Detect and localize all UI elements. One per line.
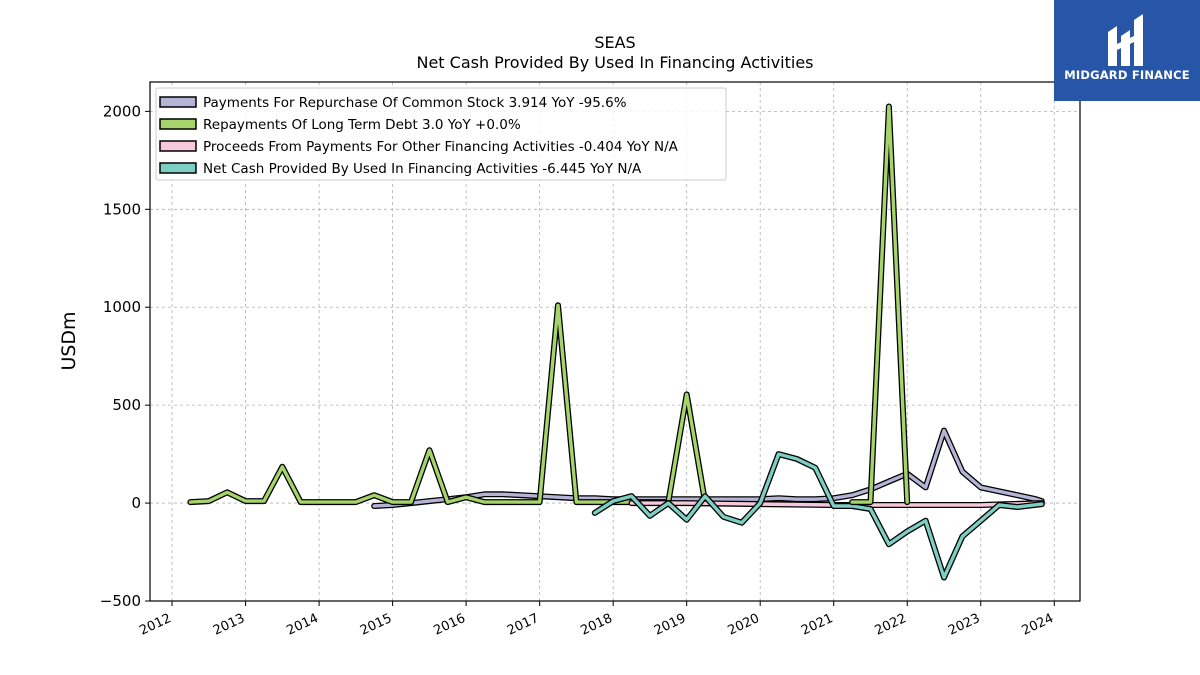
x-tick-label: 2016 <box>431 611 467 639</box>
x-axis: 2012 2013 2014 2015 2016 2017 2018 2019 2020 2021… <box>137 601 1056 639</box>
brand-name: MIDGARD FINANCE <box>1064 68 1190 82</box>
x-tick-label: 2014 <box>284 611 320 639</box>
x-tick-label: 2015 <box>358 611 394 639</box>
series-layer <box>187 103 1045 581</box>
x-tick-label: 2021 <box>799 611 835 639</box>
series-line-outline-1 <box>187 302 709 506</box>
legend-label: Net Cash Provided By Used In Financing A… <box>203 161 642 177</box>
x-tick-label: 2023 <box>946 611 982 639</box>
x-tick-label: 2024 <box>1020 611 1056 639</box>
y-axis: −500 0 500 1000 1500 2000 <box>100 102 150 610</box>
series-line-1 <box>188 303 707 504</box>
legend-swatch <box>159 162 197 174</box>
chart-title: SEAS <box>594 33 635 52</box>
midgard-logo-icon <box>1108 14 1143 66</box>
y-tick-label: 500 <box>112 396 141 414</box>
x-tick-label: 2012 <box>137 611 173 639</box>
legend-label: Repayments Of Long Term Debt 3.0 YoY +0.… <box>203 117 521 133</box>
series-line-0 <box>372 428 1044 508</box>
legend-label: Proceeds From Payments For Other Financi… <box>203 139 679 155</box>
y-axis-label: USDm <box>58 311 80 370</box>
plot-frame <box>149 81 1081 602</box>
legend-box <box>155 87 727 181</box>
y-tick-label: 1500 <box>103 200 141 218</box>
x-tick-label: 2013 <box>211 611 247 639</box>
legend: Payments For Repurchase Of Common Stock … <box>155 87 727 181</box>
legend-swatch <box>159 96 197 108</box>
chart-subtitle: Net Cash Provided By Used In Financing A… <box>416 53 813 72</box>
x-tick-label: 2017 <box>505 611 541 639</box>
brand-logo: MIDGARD FINANCE <box>1054 0 1200 101</box>
y-tick-label: 1000 <box>103 298 141 316</box>
legend-label: Payments For Repurchase Of Common Stock … <box>203 95 627 111</box>
y-tick-label: 2000 <box>103 102 141 120</box>
legend-swatch <box>159 140 197 152</box>
x-tick-label: 2020 <box>726 611 762 639</box>
series-line-4 <box>850 104 909 504</box>
series-line-3 <box>593 452 1044 580</box>
y-tick-label: −500 <box>100 592 141 610</box>
y-tick-label: 0 <box>131 494 141 512</box>
x-tick-label: 2018 <box>579 611 615 639</box>
x-tick-label: 2019 <box>652 611 688 639</box>
x-tick-label: 2022 <box>873 611 909 639</box>
legend-swatch <box>159 118 197 130</box>
